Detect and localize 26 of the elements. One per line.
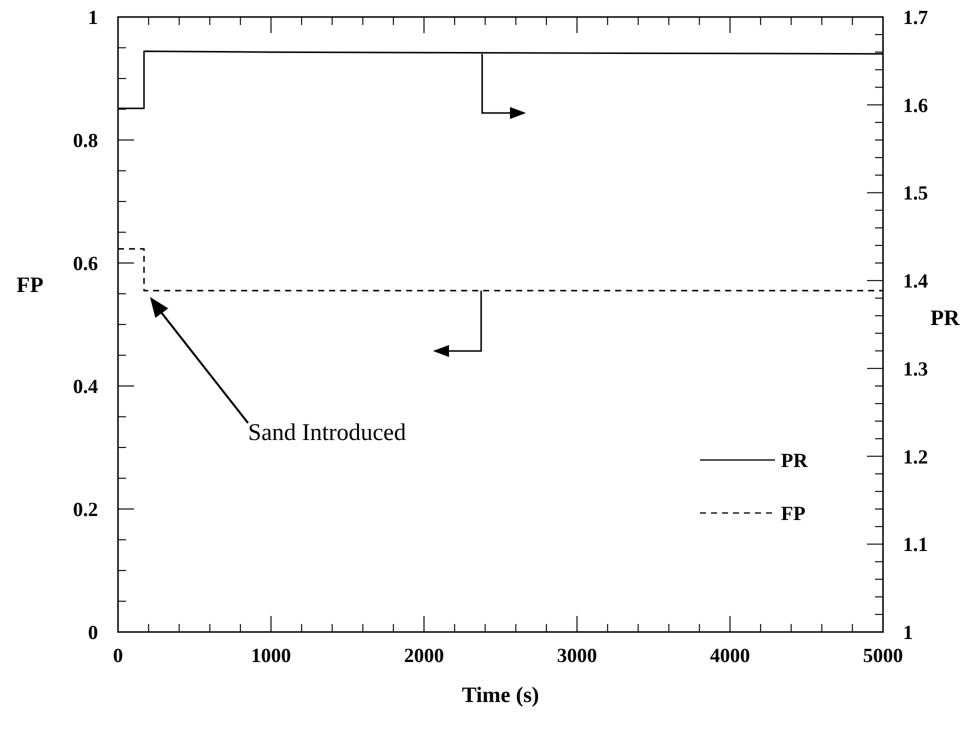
x-tick-label: 0	[113, 645, 123, 667]
y2-tick-label: 1.1	[903, 534, 928, 556]
y-tick-label: 0.2	[73, 499, 98, 521]
y2-tick-label: 1.7	[903, 7, 928, 29]
x-tick-label: 5000	[863, 645, 903, 667]
x-axis-title: Time (s)	[462, 682, 540, 707]
y2-tick-label: 1.6	[903, 94, 928, 117]
y2-axis-title: PR	[930, 305, 961, 330]
annotation: Sand Introduced	[248, 420, 406, 446]
y-tick-label: 1	[88, 7, 98, 29]
x-tick-label: 4000	[710, 645, 750, 667]
y-tick-label: 0.4	[73, 376, 98, 398]
x-tick-label: 2000	[404, 645, 444, 667]
y-axis-title: FP	[16, 272, 44, 297]
y2-tick-label: 1.3	[903, 358, 928, 380]
y2-tick-label: 1.4	[903, 270, 928, 293]
y2-tick-label: 1	[903, 622, 913, 644]
y-tick-label: 0	[88, 622, 98, 644]
y-tick-label: 0.8	[73, 130, 98, 152]
x-tick-label: 3000	[557, 645, 597, 667]
legend-label: PR	[781, 450, 808, 472]
y2-tick-label: 1.2	[903, 446, 928, 468]
legend-label: FP	[781, 503, 806, 525]
y2-tick-label: 1.5	[903, 182, 928, 205]
x-tick-label: 1000	[251, 645, 291, 667]
y-tick-label: 0.6	[73, 253, 98, 275]
